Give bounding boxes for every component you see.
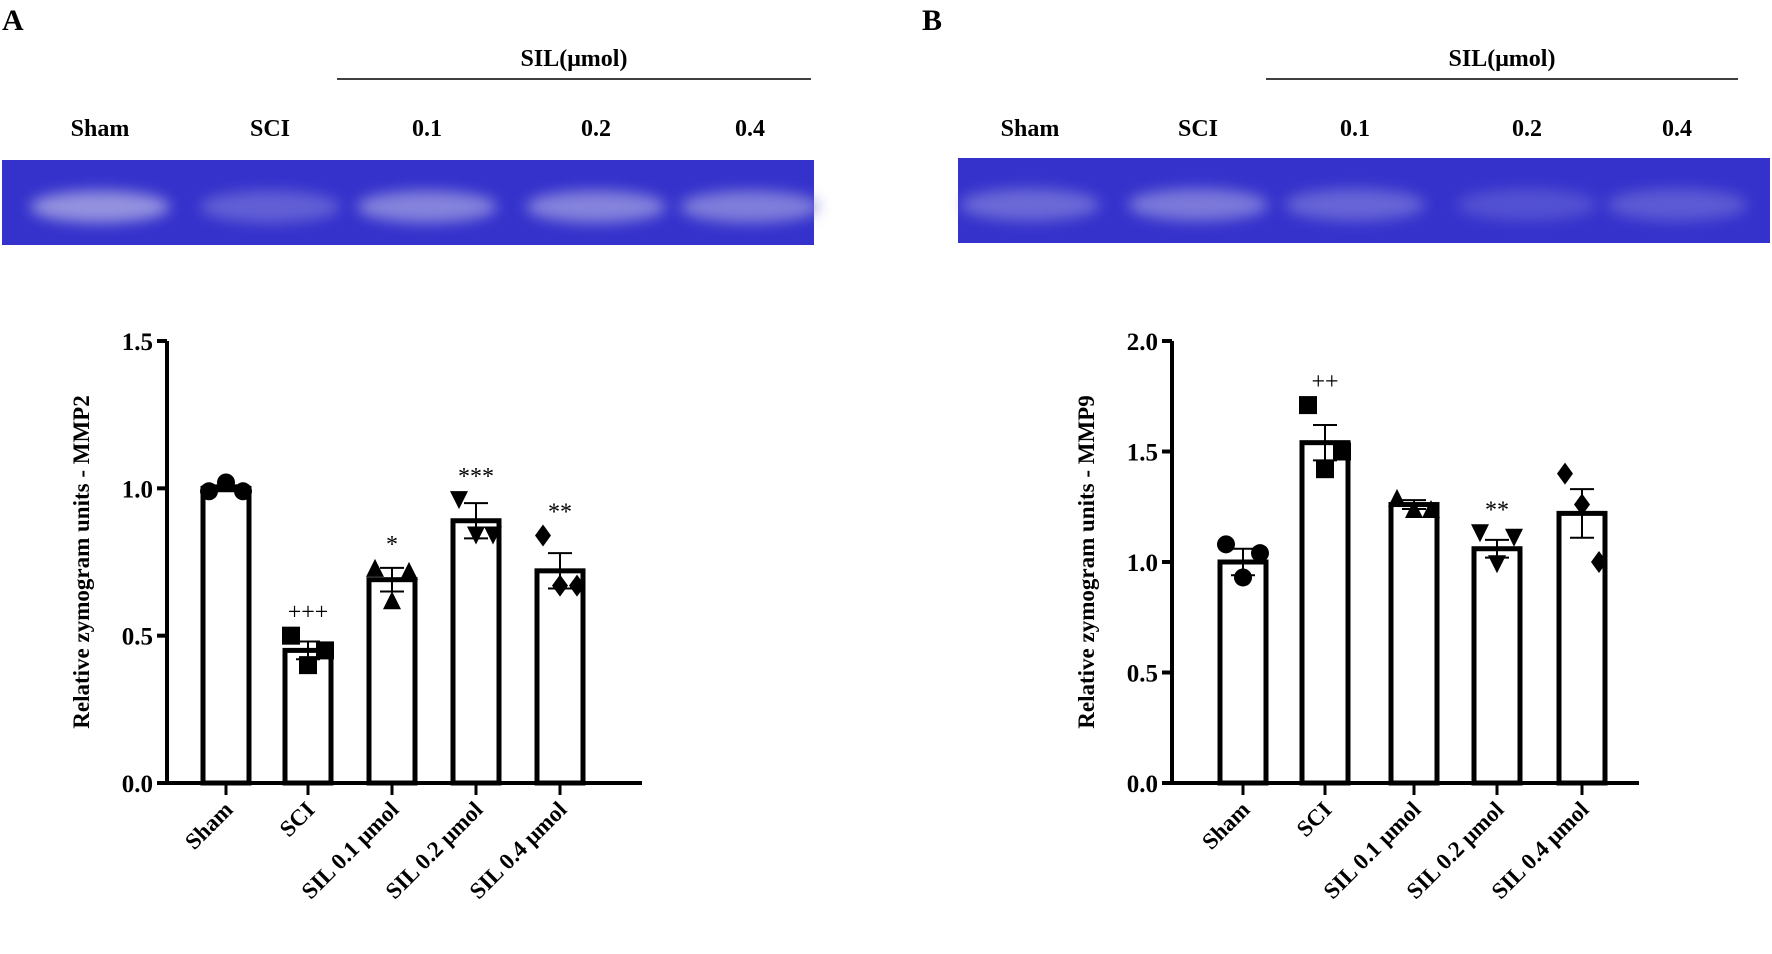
data-point-triangle-down (1505, 528, 1523, 547)
data-point-triangle (366, 558, 384, 577)
data-point-triangle (383, 591, 401, 610)
panel-letter-a: A (2, 4, 24, 37)
data-point-circle (200, 482, 218, 501)
sil-header: SIL(μmol) (1449, 46, 1556, 72)
bar (366, 577, 418, 786)
gel-band (30, 190, 170, 223)
y-tick-label: 1.5 (122, 329, 153, 356)
y-tick-label: 2.0 (1127, 329, 1158, 356)
bar (1299, 440, 1351, 786)
gel-band (680, 190, 820, 223)
significance-annotation: *** (458, 464, 494, 490)
x-tick-label: SCI (275, 797, 320, 842)
x-tick-label: SCI (1292, 797, 1337, 842)
y-axis-label: Relative zymogram units - MMP2 (69, 395, 94, 728)
gel-band (1285, 188, 1425, 221)
data-point-triangle-down (1471, 524, 1489, 543)
significance-annotation: * (386, 532, 398, 558)
data-point-triangle-down (484, 526, 502, 545)
gel-band (200, 190, 340, 223)
data-point-diamond (535, 524, 551, 547)
data-point-triangle-down (450, 491, 468, 510)
gel-band (526, 190, 666, 223)
data-point-square (299, 656, 317, 675)
y-tick-label: 0.5 (1127, 661, 1158, 688)
sil-header: SIL(μmol) (521, 46, 628, 72)
bar (450, 518, 502, 786)
lane-label: 0.1 (1340, 116, 1370, 142)
data-point-diamond (569, 574, 585, 597)
data-point-circle (1251, 544, 1269, 563)
x-tick-label: Sham (180, 797, 237, 854)
panel-b: B SIL(μmol) Sham SCI 0.1 0.2 0.4 0.0 0.5 1.0 1.5 2… (922, 4, 1770, 904)
y-tick-label: 1.0 (122, 476, 153, 503)
data-point-diamond (1557, 462, 1573, 485)
data-point-triangle-down (1488, 555, 1506, 574)
significance-annotation: ++ (1311, 369, 1338, 395)
lane-label: 0.4 (735, 116, 765, 142)
significance-annotation: +++ (288, 600, 329, 626)
y-tick-label: 0.0 (1127, 771, 1158, 798)
lane-label: 0.2 (581, 116, 611, 142)
lane-label: 0.1 (412, 116, 442, 142)
data-point-triangle (400, 561, 418, 580)
data-point-diamond (1591, 551, 1607, 573)
bar (1388, 502, 1440, 786)
bar (200, 485, 252, 786)
data-point-triangle (1422, 499, 1440, 518)
data-point-circle (234, 482, 252, 501)
x-tick-label: Sham (1197, 797, 1254, 854)
data-point-diamond (552, 574, 568, 597)
data-point-square (1299, 396, 1317, 415)
lane-label: 0.4 (1662, 116, 1692, 142)
bar (1471, 546, 1523, 786)
data-point-square (316, 641, 334, 660)
significance-annotation: ** (1485, 497, 1509, 523)
panel-letter-b: B (922, 4, 942, 37)
lane-label: SCI (250, 116, 290, 142)
lane-label: Sham (71, 116, 130, 142)
data-point-square (1333, 442, 1351, 461)
y-tick-label: 1.5 (1127, 440, 1158, 467)
y-tick-label: 0.0 (122, 771, 153, 798)
bar (1217, 559, 1269, 786)
gel-band (1457, 188, 1597, 221)
gel-band (1128, 188, 1268, 221)
data-point-triangle-down (467, 526, 485, 545)
significance-annotation: ** (548, 499, 572, 525)
lane-label: Sham (1001, 116, 1060, 142)
y-tick-label: 1.0 (1127, 550, 1158, 577)
y-tick-label: 0.5 (122, 624, 153, 651)
data-point-triangle (1405, 499, 1423, 518)
bar (534, 568, 586, 786)
data-point-diamond (1574, 493, 1590, 516)
gel-band (357, 190, 497, 223)
lane-label: SCI (1178, 116, 1218, 142)
data-point-triangle (1388, 488, 1406, 507)
data-point-circle (1217, 535, 1235, 554)
data-point-circle (217, 473, 235, 492)
lane-label: 0.2 (1512, 116, 1542, 142)
data-point-circle (1234, 568, 1252, 587)
gel-band (960, 188, 1100, 221)
panel-a: A SIL(μmol) Sham SCI 0.1 0.2 0.4 0.0 0.5 1.0 1.5 R… (2, 4, 820, 904)
data-point-square (282, 626, 300, 645)
y-axis-label: Relative zymogram units - MMP9 (1074, 395, 1099, 728)
gel-band (1607, 188, 1747, 221)
data-point-square (1316, 460, 1334, 479)
